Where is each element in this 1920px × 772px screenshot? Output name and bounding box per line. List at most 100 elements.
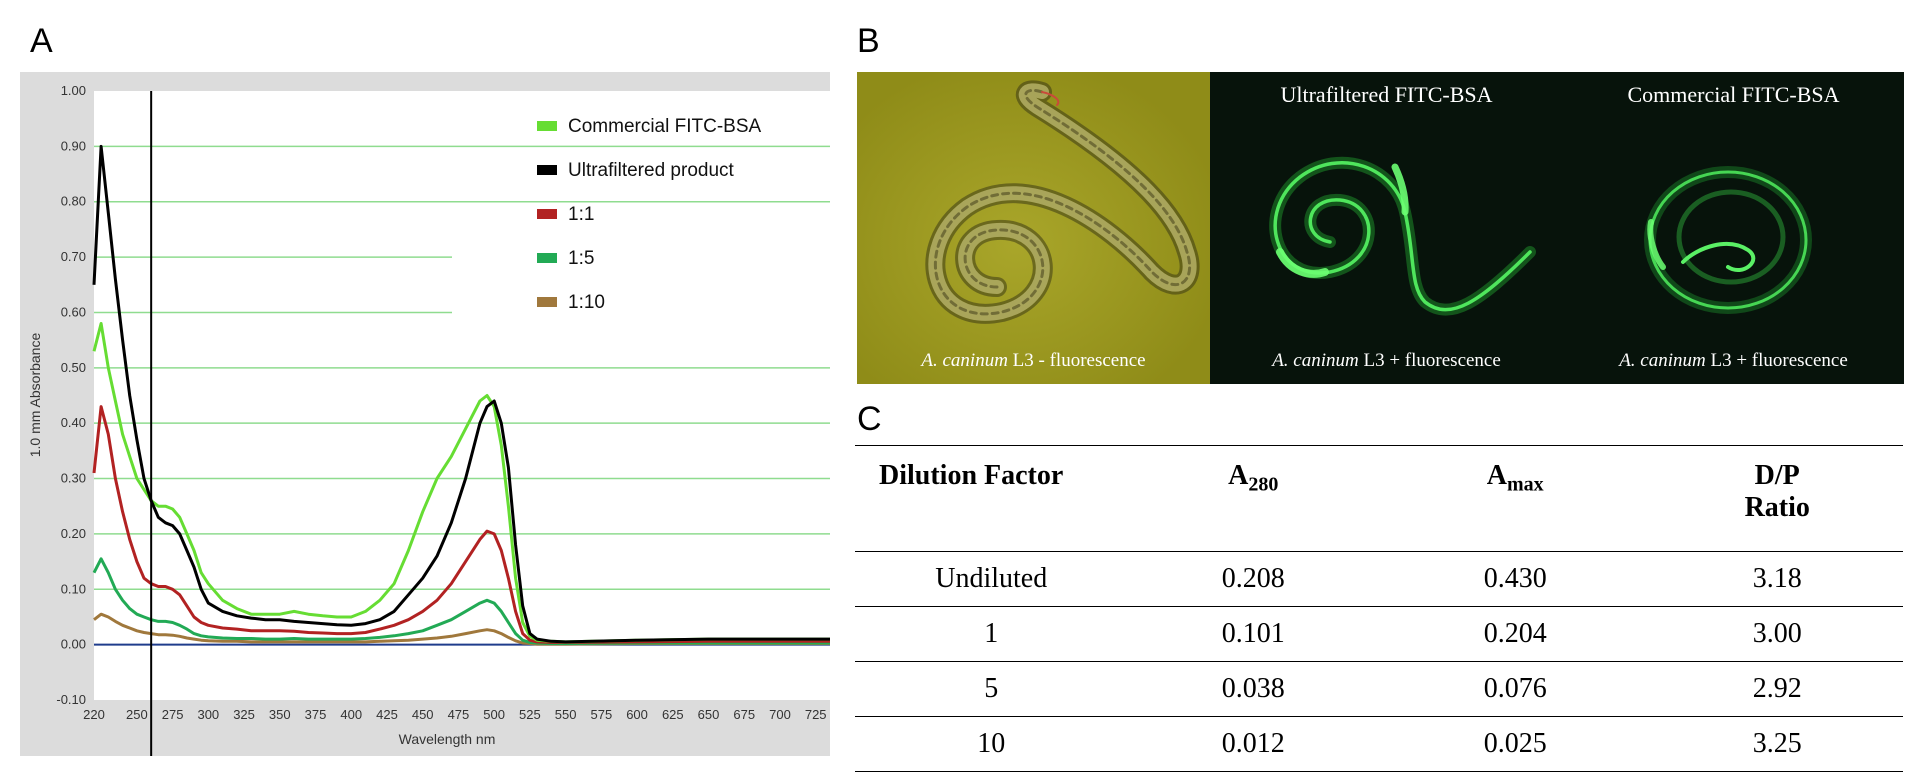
x-tick-label: 550 [555, 707, 577, 722]
x-tick-label: 675 [733, 707, 755, 722]
series-line [92, 557, 830, 645]
x-tick-label: 725 [805, 707, 827, 722]
header-dilution-factor: Dilution Factor [879, 460, 1064, 491]
legend-label: 1:10 [568, 292, 605, 313]
cell-dilution: 10 [855, 716, 1128, 772]
x-tick-label: 450 [412, 707, 434, 722]
y-tick-label: 0.90 [61, 138, 86, 153]
x-tick-label: 400 [340, 707, 362, 722]
micrograph-title: Ultrafiltered FITC-BSA [1280, 82, 1493, 107]
legend-entry-bg [452, 291, 830, 315]
y-tick-label: 1.00 [61, 83, 86, 98]
x-tick-label: 525 [519, 707, 541, 722]
x-tick-label: 325 [233, 707, 255, 722]
cell-a280: 0.101 [1127, 606, 1379, 662]
panel-c-label: C [857, 400, 882, 438]
legend-swatch [537, 297, 557, 307]
series-line [92, 405, 830, 644]
cell-a280: 0.012 [1127, 716, 1379, 772]
cell-dilution: Undiluted [855, 551, 1128, 607]
x-tick-label: 575 [590, 707, 612, 722]
x-tick-label: 350 [269, 707, 291, 722]
legend-swatch [537, 121, 557, 131]
x-tick-label: 300 [197, 707, 219, 722]
legend-entry-bg [452, 115, 830, 139]
cell-amax: 0.430 [1378, 551, 1652, 607]
x-tick-label: 275 [162, 707, 184, 722]
x-tick-label: 700 [769, 707, 791, 722]
micrograph-caption: A. caninum L3 + fluorescence [1272, 350, 1501, 371]
x-tick-label: 425 [376, 707, 398, 722]
cell-dp-ratio: 3.00 [1651, 606, 1903, 662]
larva-fluorescence-image [1269, 156, 1536, 316]
y-axis-label: 1.0 mm Absorbance [27, 333, 43, 458]
cell-dp-ratio: 3.25 [1651, 716, 1903, 772]
legend-label: 1:5 [568, 248, 594, 269]
legend-label: Ultrafiltered product [568, 160, 735, 181]
series-line [93, 612, 830, 646]
x-axis-label: Wavelength nm [399, 731, 496, 747]
y-tick-label: 0.80 [61, 194, 86, 209]
y-tick-label: 0.50 [61, 360, 86, 375]
legend-label: Commercial FITC-BSA [568, 116, 762, 137]
larva-fluorescence-image [1644, 166, 1812, 314]
cell-amax: 0.076 [1378, 661, 1652, 717]
panel-a-label: A [30, 22, 53, 60]
y-tick-label: -0.10 [56, 692, 86, 707]
micrograph-commercial: Commercial FITC-BSA A. caninum L3 + fluo… [1563, 72, 1904, 384]
dilution-table: Dilution Factor A280 Amax D/P Ratio Undil… [855, 445, 1903, 772]
cell-a280: 0.208 [1127, 551, 1379, 607]
cell-dp-ratio: 3.18 [1651, 551, 1903, 607]
series-line [92, 144, 830, 644]
x-tick-label: 625 [662, 707, 684, 722]
cell-amax: 0.025 [1378, 716, 1652, 772]
y-tick-label: 0.10 [61, 581, 86, 596]
cell-dilution: 1 [855, 606, 1128, 662]
plot-area [94, 91, 830, 700]
x-tick-label: 500 [483, 707, 505, 722]
legend-entry-bg [452, 159, 830, 183]
header-dp-ratio: D/P Ratio [1744, 460, 1810, 523]
cell-a280: 0.038 [1127, 661, 1379, 717]
legend-entry-bg [452, 247, 830, 271]
micrograph-caption: A. caninum L3 + fluorescence [1619, 350, 1848, 371]
header-a280: A280 [1228, 460, 1279, 496]
panel-b-label: B [857, 22, 880, 60]
legend: Commercial FITC-BSA Ultrafiltered product… [452, 115, 830, 315]
micrograph-title: Commercial FITC-BSA [1627, 82, 1840, 107]
y-tick-label: 0.70 [61, 249, 86, 264]
larva-brightfield-image [857, 72, 1210, 384]
x-tick-label: 220 [83, 707, 105, 722]
x-tick-labels: 220 250 275 300 325 350 375 400 425 450 475 500 525 5… [83, 707, 826, 722]
x-tick-label: 475 [448, 707, 470, 722]
y-tick-label: 0.40 [61, 415, 86, 430]
y-tick-label: 0.00 [61, 637, 86, 652]
table-row: Undiluted 0.208 0.430 3.18 [855, 551, 1903, 607]
table-row: 5 0.038 0.076 2.92 [855, 661, 1903, 717]
cell-amax: 0.204 [1378, 606, 1652, 662]
legend-entry-bg [452, 203, 830, 227]
results-table: Dilution Factor A280 Amax D/P Ratio Undil… [855, 445, 1903, 772]
header-amax: Amax [1486, 460, 1544, 496]
y-tick-label: 0.30 [61, 471, 86, 486]
x-tick-label: 650 [698, 707, 720, 722]
x-tick-label: 250 [126, 707, 148, 722]
legend-swatch [537, 253, 557, 263]
table-row: 10 0.012 0.025 3.25 [855, 716, 1903, 772]
table-row: 1 0.101 0.204 3.00 [855, 606, 1903, 662]
table-header-row: Dilution Factor A280 Amax D/P Ratio [855, 445, 1903, 552]
absorbance-chart: 1.00 0.90 0.80 0.70 0.60 0.50 0.40 0.30 0.20 0.10… [20, 72, 830, 756]
y-tick-label: 0.20 [61, 526, 86, 541]
micrograph-caption: A. caninum L3 - fluorescence [921, 350, 1146, 371]
legend-swatch [537, 165, 557, 175]
y-tick-label: 0.60 [61, 304, 86, 319]
legend-swatch [537, 209, 557, 219]
x-tick-label: 600 [626, 707, 648, 722]
cell-dilution: 5 [855, 661, 1128, 717]
cell-dp-ratio: 2.92 [1651, 661, 1903, 717]
micrograph-brightfield: A. caninum L3 - fluorescence [857, 72, 1210, 384]
series-lines [92, 144, 830, 646]
legend-label: 1:1 [568, 204, 594, 225]
y-tick-labels: 1.00 0.90 0.80 0.70 0.60 0.50 0.40 0.30 0.20 0.10… [56, 83, 86, 707]
micrograph-ultrafiltered: Ultrafiltered FITC-BSA A. caninum L3 + f… [1210, 72, 1563, 384]
